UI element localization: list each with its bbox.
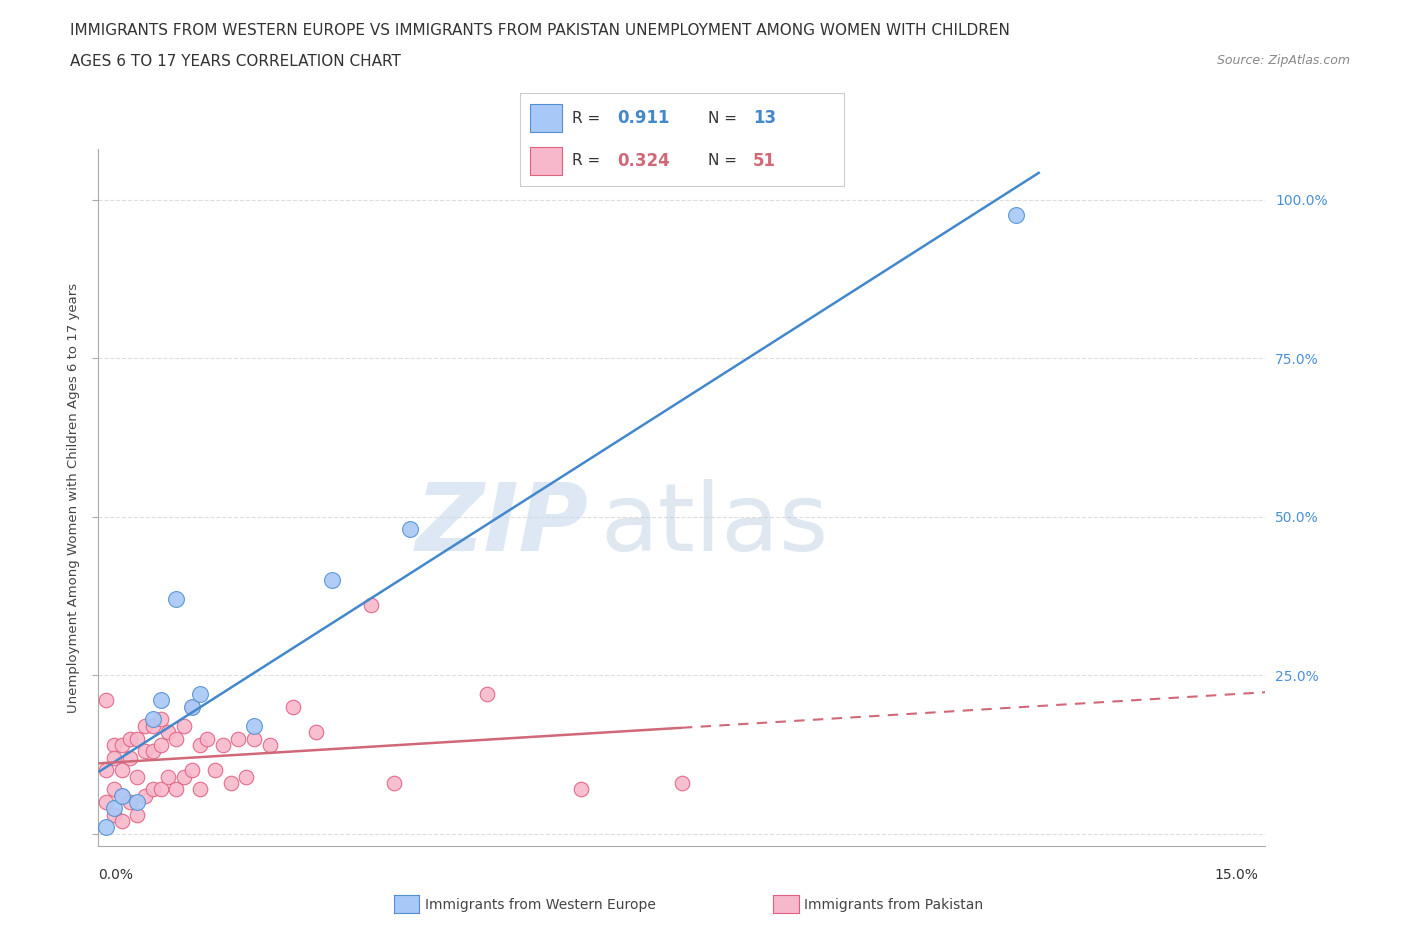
Point [212, 737, 235, 752]
Text: 51: 51 [754, 152, 776, 170]
Point [321, 573, 343, 588]
Point [103, 801, 125, 816]
Point [305, 724, 328, 739]
Point [188, 686, 211, 701]
Point [142, 718, 165, 733]
Point [96, 794, 118, 809]
Point [235, 769, 257, 784]
Y-axis label: Unemployment Among Women with Children Ages 6 to 17 years: Unemployment Among Women with Children A… [66, 283, 80, 712]
Point [111, 814, 134, 829]
Point [188, 782, 211, 797]
Point [118, 751, 141, 765]
Point [180, 763, 202, 777]
Point [127, 731, 149, 746]
Point [149, 693, 172, 708]
Point [149, 782, 172, 797]
Point [360, 598, 382, 613]
Point [165, 591, 187, 606]
Text: 13: 13 [754, 109, 776, 127]
Point [142, 712, 165, 727]
Point [111, 788, 134, 803]
Text: Source: ZipAtlas.com: Source: ZipAtlas.com [1216, 54, 1350, 67]
Point [127, 807, 149, 822]
Text: IMMIGRANTS FROM WESTERN EUROPE VS IMMIGRANTS FROM PAKISTAN UNEMPLOYMENT AMONG WO: IMMIGRANTS FROM WESTERN EUROPE VS IMMIGR… [70, 23, 1010, 38]
Point [188, 737, 211, 752]
Text: 0.324: 0.324 [617, 152, 671, 170]
Point [103, 807, 125, 822]
Point [228, 731, 250, 746]
Point [111, 737, 134, 752]
Point [118, 794, 141, 809]
Point [219, 776, 242, 790]
Point [195, 731, 218, 746]
Point [149, 712, 172, 727]
Point [569, 782, 592, 797]
Point [149, 737, 172, 752]
Text: 15.0%: 15.0% [1215, 868, 1258, 882]
Point [134, 788, 156, 803]
Point [180, 699, 202, 714]
Text: ZIP: ZIP [416, 480, 589, 571]
Point [259, 737, 281, 752]
Point [180, 699, 202, 714]
Point [281, 699, 304, 714]
Point [142, 782, 165, 797]
Point [165, 731, 187, 746]
Text: Immigrants from Western Europe: Immigrants from Western Europe [425, 897, 655, 912]
Point [96, 693, 118, 708]
Point [96, 820, 118, 835]
FancyBboxPatch shape [530, 147, 562, 175]
Point [243, 718, 266, 733]
Point [111, 763, 134, 777]
Point [103, 737, 125, 752]
Point [118, 731, 141, 746]
Point [134, 718, 156, 733]
Text: 0.911: 0.911 [617, 109, 669, 127]
Point [204, 763, 226, 777]
Point [103, 751, 125, 765]
Point [173, 769, 195, 784]
Point [127, 769, 149, 784]
Point [398, 522, 420, 537]
Point [96, 763, 118, 777]
Point [671, 776, 693, 790]
Point [173, 718, 195, 733]
Point [111, 788, 134, 803]
Text: atlas: atlas [600, 480, 828, 571]
Point [157, 724, 180, 739]
Point [382, 776, 405, 790]
Point [165, 782, 187, 797]
Point [157, 769, 180, 784]
FancyBboxPatch shape [530, 104, 562, 132]
Text: AGES 6 TO 17 YEARS CORRELATION CHART: AGES 6 TO 17 YEARS CORRELATION CHART [70, 54, 401, 69]
Text: Immigrants from Pakistan: Immigrants from Pakistan [804, 897, 983, 912]
Point [127, 794, 149, 809]
Text: N =: N = [707, 111, 741, 126]
Point [477, 686, 499, 701]
Point [243, 731, 266, 746]
Text: 0.0%: 0.0% [98, 868, 134, 882]
Point [103, 782, 125, 797]
Point [142, 744, 165, 759]
Point [134, 744, 156, 759]
Text: R =: R = [572, 153, 605, 168]
Point [1005, 208, 1028, 223]
Text: R =: R = [572, 111, 605, 126]
Text: N =: N = [707, 153, 741, 168]
